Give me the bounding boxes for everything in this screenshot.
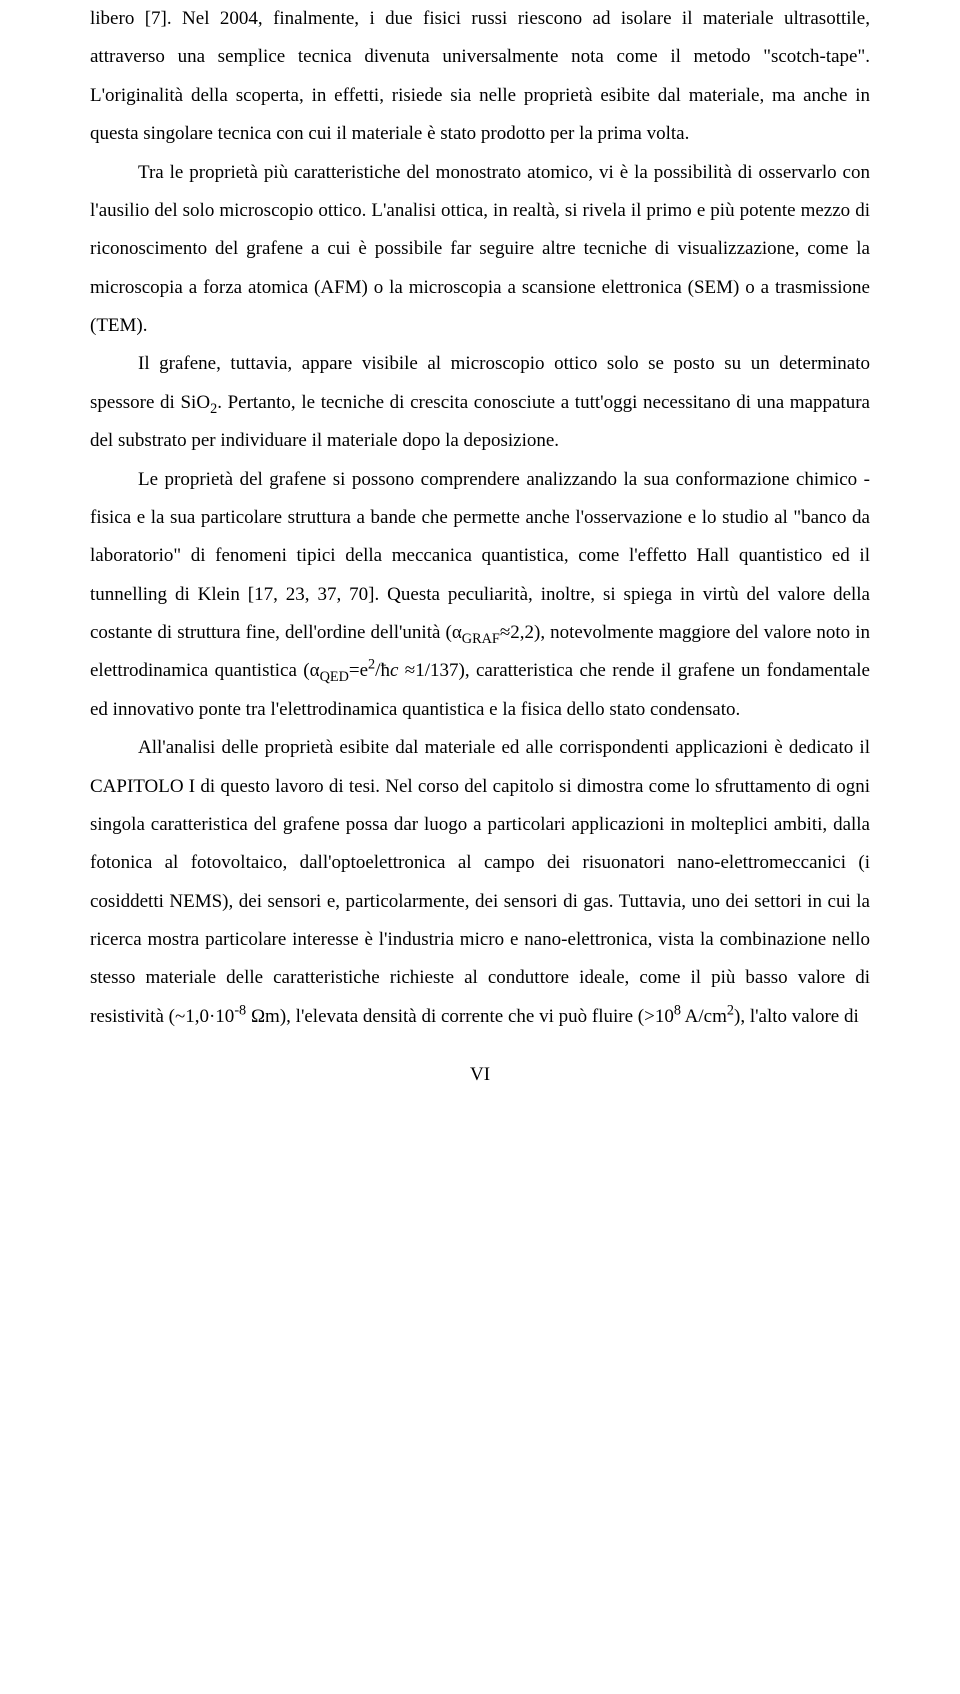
- paragraph-5-part4: ), l'alto valore di: [734, 1006, 859, 1027]
- paragraph-1-text: libero [7]. Nel 2004, finalmente, i due …: [90, 8, 870, 144]
- paragraph-2: Tra le proprietà più caratteristiche del…: [90, 154, 870, 346]
- resistivity-exponent: -8: [234, 1002, 246, 1018]
- paragraph-5-part3: A/cm: [681, 1006, 727, 1027]
- page-content: libero [7]. Nel 2004, finalmente, i due …: [90, 0, 870, 1126]
- paragraph-4-part3: =e: [349, 660, 368, 681]
- paragraph-1: libero [7]. Nel 2004, finalmente, i due …: [90, 0, 870, 154]
- paragraph-4-part1: Le proprietà del grafene si possono comp…: [90, 469, 870, 644]
- cm-squared-superscript: 2: [727, 1002, 734, 1018]
- paragraph-4: Le proprietà del grafene si possono comp…: [90, 461, 870, 730]
- alpha-graf-subscript: GRAF: [462, 631, 500, 647]
- page-number-text: VI: [470, 1064, 490, 1085]
- paragraph-5-part1: All'analisi delle proprietà esibite dal …: [90, 737, 870, 1027]
- current-density-exponent: 8: [674, 1002, 681, 1018]
- paragraph-5-part2: Ωm), l'elevata densità di corrente che v…: [246, 1006, 674, 1027]
- paragraph-3: Il grafene, tuttavia, appare visibile al…: [90, 345, 870, 460]
- paragraph-5: All'analisi delle proprietà esibite dal …: [90, 729, 870, 1036]
- paragraph-2-text: Tra le proprietà più caratteristiche del…: [90, 162, 870, 337]
- paragraph-4-part4: /ħ: [375, 660, 390, 681]
- alpha-qed-subscript: QED: [320, 669, 349, 685]
- page-number: VI: [90, 1064, 870, 1086]
